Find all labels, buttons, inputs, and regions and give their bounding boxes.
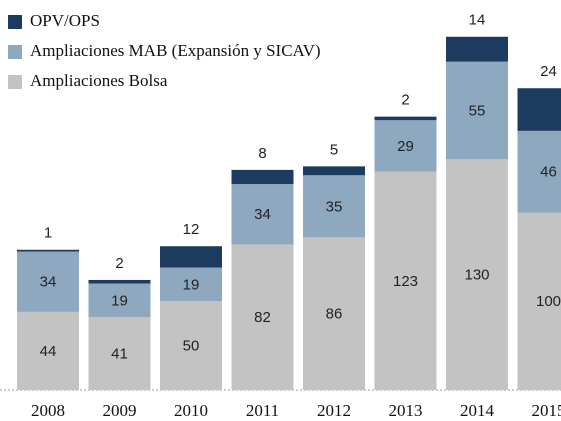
legend-label: OPV/OPS <box>30 11 100 30</box>
bar-segment <box>231 244 294 390</box>
data-label: 86 <box>326 306 343 323</box>
bar-segment <box>160 246 222 268</box>
data-label: 24 <box>540 63 557 80</box>
bar-segment <box>303 175 365 238</box>
bar-segment <box>88 317 151 390</box>
bar-segment <box>374 116 437 121</box>
bar-segment <box>17 249 79 252</box>
data-label: 34 <box>254 206 271 223</box>
legend-swatch <box>8 75 22 89</box>
data-label: 19 <box>183 276 200 293</box>
bar-segment <box>303 237 365 390</box>
legend-label: Ampliaciones Bolsa <box>30 71 168 90</box>
legend-swatch <box>8 45 22 59</box>
x-tick-label: 2008 <box>31 401 65 420</box>
bar-segment <box>446 36 508 62</box>
data-label: 2 <box>115 255 123 272</box>
bar-segment <box>446 159 508 390</box>
data-label: 34 <box>40 274 57 291</box>
data-label: 2 <box>401 92 409 109</box>
data-label: 44 <box>40 343 57 360</box>
bar-segment <box>88 283 151 318</box>
bar-segment <box>231 169 294 185</box>
bar-segment <box>374 171 437 390</box>
x-tick-label: 2014 <box>460 401 495 420</box>
x-tick-label: 2010 <box>174 401 208 420</box>
data-label: 55 <box>469 102 486 119</box>
bar-segment <box>231 184 294 245</box>
data-label: 82 <box>254 309 271 326</box>
legend-swatch <box>8 15 22 29</box>
x-tick-label: 2012 <box>317 401 351 420</box>
bar-segment <box>88 279 151 284</box>
bar-segment <box>160 301 222 390</box>
data-label: 46 <box>540 164 557 181</box>
data-label: 100 <box>536 293 561 310</box>
data-label: 130 <box>464 267 489 284</box>
bar-segment <box>17 251 79 312</box>
data-label: 41 <box>111 346 128 363</box>
data-label: 123 <box>393 273 418 290</box>
x-tick-label: 2013 <box>389 401 423 420</box>
data-label: 50 <box>183 338 200 355</box>
data-label: 5 <box>330 141 338 158</box>
bar-segment <box>374 120 437 172</box>
data-label: 1 <box>44 225 52 242</box>
data-label: 14 <box>469 12 486 29</box>
bar-segment <box>303 166 365 176</box>
bar-segment <box>446 61 508 160</box>
bar-segment <box>160 267 222 302</box>
legend-label: Ampliaciones MAB (Expansión y SICAV) <box>30 41 321 60</box>
bar-segment <box>517 212 561 390</box>
x-tick-label: 2009 <box>103 401 137 420</box>
x-tick-label: 2011 <box>246 401 279 420</box>
data-label: 29 <box>397 138 414 155</box>
x-tick-label: 2015 <box>532 401 561 420</box>
data-label: 19 <box>111 292 128 309</box>
data-label: 8 <box>258 145 266 162</box>
bar-segment <box>517 88 561 131</box>
bar-segment <box>517 130 561 213</box>
data-label: 35 <box>326 198 343 215</box>
bar-segment <box>17 311 79 390</box>
data-label: 12 <box>183 221 200 238</box>
